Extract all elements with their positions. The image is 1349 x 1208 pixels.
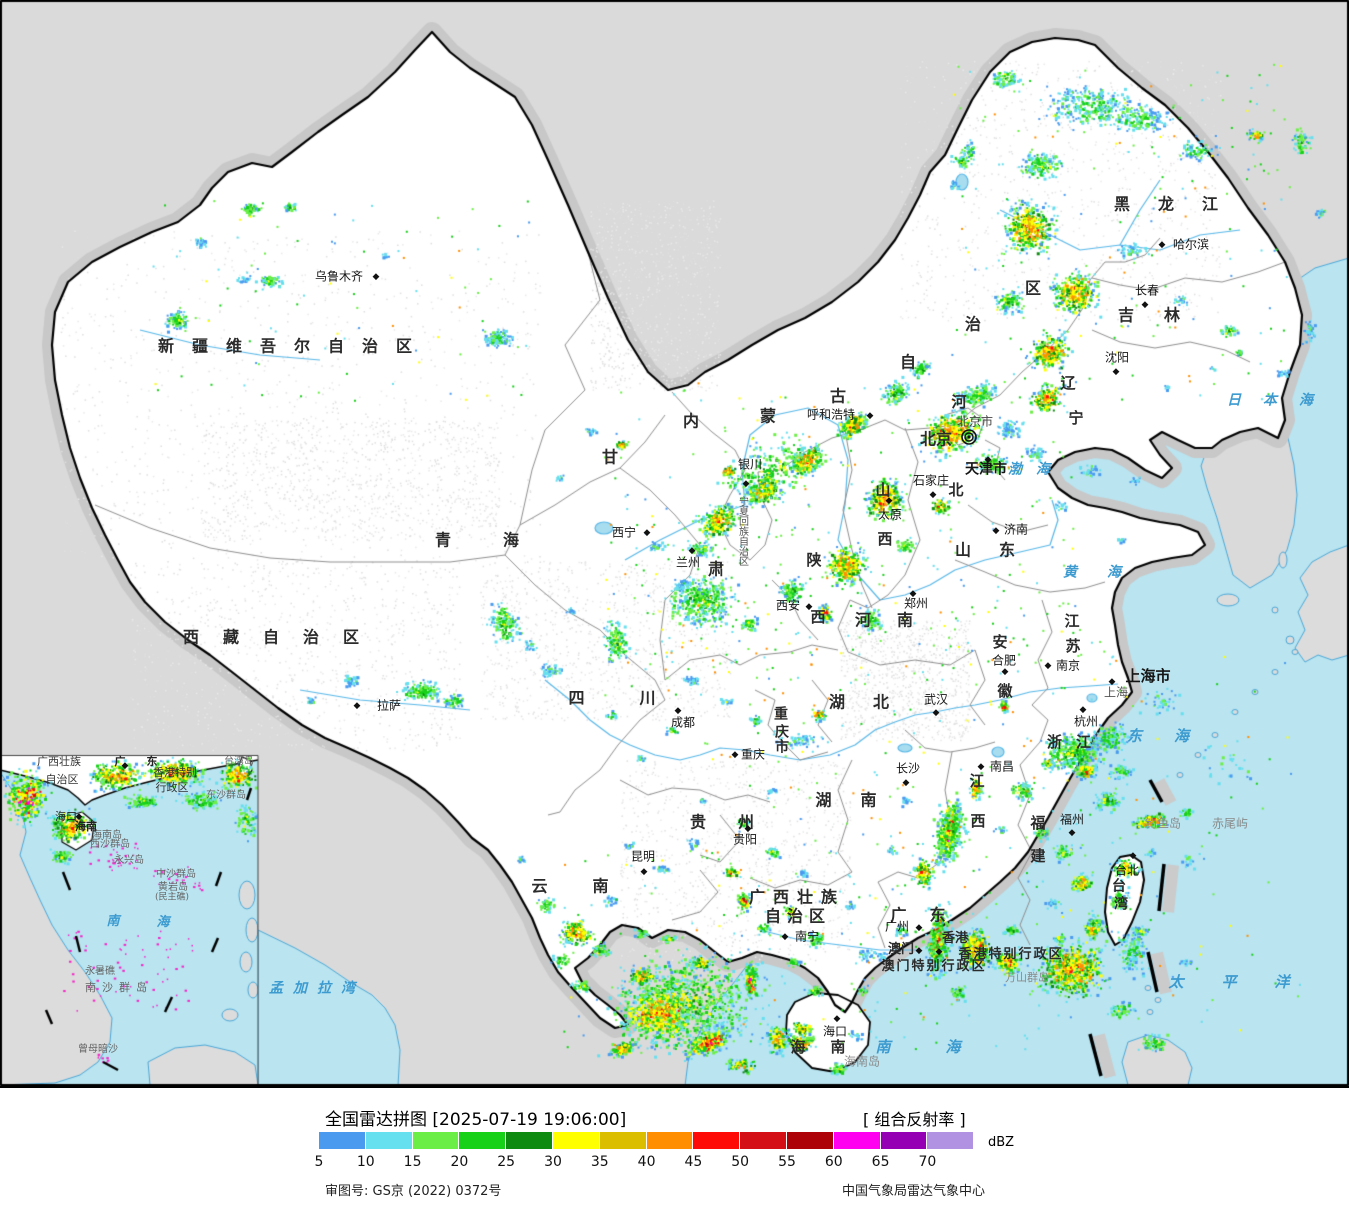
colorbar-ticks: 5 10 15 20 25 30 35 40 45 50 55 60 65 70: [0, 1154, 1349, 1170]
china-radar-map: 新疆维吾尔自治区 西藏自治区 青海甘肃内蒙古自治区黑龙江 吉林辽宁河北山西山东 河南江苏…: [0, 0, 1349, 1086]
colorbar-segment: [693, 1132, 741, 1149]
colorbar-segment: [599, 1132, 647, 1149]
colorbar-tick: 5: [314, 1154, 324, 1170]
colorbar-segment: [833, 1132, 881, 1149]
colorbar-tick: 55: [778, 1154, 796, 1170]
colorbar-tick: 25: [497, 1154, 516, 1170]
colorbar-tick: 40: [637, 1154, 656, 1170]
colorbar-segment: [459, 1132, 507, 1149]
reflectivity-colorbar: [319, 1132, 975, 1149]
colorbar-segment: [319, 1132, 366, 1149]
colorbar-tick: 35: [590, 1154, 609, 1170]
colorbar-segment: [786, 1132, 834, 1149]
colorbar-segment: [927, 1132, 975, 1149]
map-title: 全国雷达拼图 [2025-07-19 19:06:00]: [325, 1110, 627, 1130]
colorbar-tick: 10: [356, 1154, 375, 1170]
colorbar-segment: [365, 1132, 413, 1149]
colorbar-segment: [552, 1132, 600, 1149]
colorbar-segment: [646, 1132, 694, 1149]
colorbar-segment: [412, 1132, 460, 1149]
unit-label: dBZ: [988, 1135, 1015, 1150]
colorbar-tick: 60: [824, 1154, 843, 1170]
colorbar-tick: 50: [731, 1154, 750, 1170]
product-label: [ 组合反射率 ]: [863, 1110, 966, 1129]
colorbar-tick: 45: [684, 1154, 703, 1170]
colorbar-segment: [740, 1132, 787, 1149]
colorbar-tick: 70: [918, 1154, 937, 1170]
colorbar-segment: [880, 1132, 928, 1149]
legend-panel: 全国雷达拼图 [2025-07-19 19:06:00] [ 组合反射率 ] 5…: [0, 1086, 1349, 1208]
agency-name: 中国气象局雷达气象中心: [841, 1184, 985, 1199]
map-canvas: [0, 0, 1349, 1086]
colorbar-tick: 20: [450, 1154, 469, 1170]
colorbar-tick: 30: [544, 1154, 562, 1170]
colorbar-tick: 65: [871, 1154, 890, 1170]
colorbar-tick: 15: [403, 1154, 422, 1170]
map-approval-number: 审图号: GS京 (2022) 0372号: [325, 1184, 502, 1199]
colorbar-segment: [506, 1132, 553, 1149]
